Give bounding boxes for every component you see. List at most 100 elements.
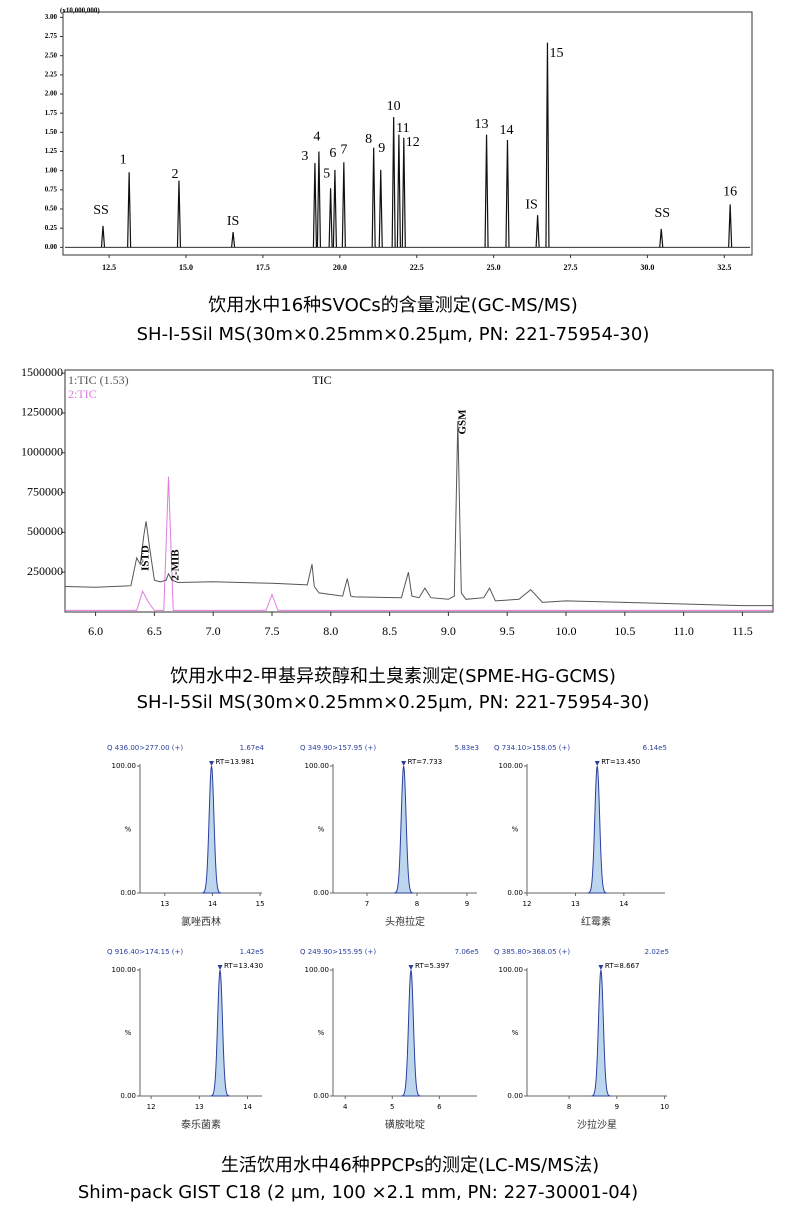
y-tick-label: 0.50: [45, 205, 58, 213]
caption-subtitle: SH-I-5Sil MS(30m×0.25mm×0.25µm, PN: 221-…: [137, 692, 650, 713]
y-tick-label: 100.00: [112, 966, 137, 974]
peak: [378, 169, 383, 248]
y-tick-label: 0.00: [120, 1092, 136, 1100]
annotation: GSM: [457, 409, 469, 435]
y-tick-label: 250000: [27, 564, 63, 578]
trace-intensity: 6.14e5: [643, 744, 667, 752]
peak-label: 7: [340, 142, 347, 157]
y-tick-label: 0.25: [45, 224, 58, 232]
x-tick-label: 20.0: [333, 263, 347, 272]
rt-marker: [217, 965, 223, 970]
x-tick-label: 17.5: [256, 263, 270, 272]
y-tick-label: 0.00: [507, 889, 523, 897]
rt-marker: [598, 965, 604, 970]
trace-header: Q 916.40>174.15 (+): [107, 948, 183, 956]
x-tick-label: 25.0: [487, 263, 501, 272]
peak: [396, 134, 401, 248]
y-axis-label: %: [512, 826, 519, 834]
x-tick-label: 14: [243, 1103, 252, 1111]
x-tick-label: 13: [571, 900, 580, 908]
x-tick-label: 9: [615, 1103, 619, 1111]
annotation: 2-MIB: [170, 549, 182, 581]
peak: [312, 163, 318, 248]
y-tick-label: 100.00: [305, 966, 330, 974]
compound-name: 沙拉沙星: [577, 1118, 617, 1131]
peak: [587, 765, 607, 894]
peak: [401, 969, 421, 1097]
y-axis-label: %: [125, 1029, 132, 1037]
plot-frame: [64, 369, 774, 613]
x-tick-label: 22.5: [410, 263, 424, 272]
peak: [332, 169, 338, 248]
y-tick-label: 0.75: [45, 185, 58, 193]
trace-intensity: 7.06e5: [455, 948, 479, 956]
trace-intensity: 2.02e5: [645, 948, 669, 956]
peak-label: SS: [93, 203, 109, 218]
peak: [176, 180, 182, 248]
peak: [341, 162, 346, 248]
peak-label: 14: [499, 123, 513, 138]
peak-label: 9: [378, 141, 385, 156]
x-tick-label: 10.0: [556, 624, 577, 638]
x-tick-label: 7.5: [264, 624, 279, 638]
x-tick-label: 14: [208, 900, 217, 908]
peak: [127, 172, 132, 248]
x-tick-label: 8: [415, 900, 419, 908]
peak: [659, 228, 664, 248]
peak-label: 5: [323, 167, 330, 182]
y-tick-label: 2.25: [45, 70, 58, 78]
y-tick-label: 1.25: [45, 147, 58, 155]
x-tick-label: 6.0: [88, 624, 103, 638]
y-unit-label: (x10,000,000): [60, 7, 100, 15]
y-tick-label: 100.00: [112, 762, 137, 770]
x-tick-label: 27.5: [564, 263, 578, 272]
caption-title: 饮用水中16种SVOCs的含量测定(GC-MS/MS): [208, 295, 577, 316]
peak: [371, 147, 376, 248]
x-tick-label: 9.0: [441, 624, 456, 638]
x-tick-label: 12.5: [102, 263, 116, 272]
peak: [728, 204, 733, 248]
y-tick-label: 1250000: [21, 405, 63, 419]
x-tick-label: 15: [256, 900, 265, 908]
peak-label: 16: [723, 185, 737, 200]
compound-name: 头孢拉定: [385, 915, 425, 928]
x-tick-label: 8.5: [382, 624, 397, 638]
rt-label: RT=13.981: [216, 758, 255, 766]
peak-label: 1: [120, 152, 127, 167]
peak: [230, 231, 236, 248]
rt-marker: [209, 761, 215, 766]
peak: [316, 151, 322, 248]
y-tick-label: 100.00: [499, 762, 524, 770]
annotation: ISTD: [140, 545, 152, 571]
x-tick-label: 11.5: [732, 624, 753, 638]
caption-subtitle: Shim-pack GIST C18 (2 µm, 100 ×2.1 mm, P…: [78, 1182, 638, 1203]
rt-marker: [594, 761, 600, 766]
y-tick-label: 0.00: [313, 889, 329, 897]
y-tick-label: 0.00: [507, 1092, 523, 1100]
x-tick-label: 7: [365, 900, 369, 908]
y-tick-label: 750000: [27, 484, 63, 498]
legend-entry: 1:TIC (1.53): [68, 373, 129, 387]
trace-header: Q 249.90>155.95 (+): [300, 948, 376, 956]
y-tick-label: 1.50: [45, 128, 58, 136]
x-tick-label: 30.0: [640, 263, 654, 272]
x-tick-label: 8.0: [323, 624, 338, 638]
y-tick-label: 2.00: [45, 90, 58, 98]
peak-label: SS: [654, 206, 670, 221]
peak-label: 4: [313, 130, 320, 145]
y-tick-label: 0.00: [313, 1092, 329, 1100]
compound-name: 红霉素: [581, 915, 611, 928]
peak-label: 10: [387, 99, 401, 114]
x-tick-label: 7.0: [206, 624, 221, 638]
trace-intensity: 1.42e5: [240, 948, 264, 956]
y-tick-label: 100.00: [499, 966, 524, 974]
x-tick-label: 13: [195, 1103, 204, 1111]
trace-intensity: 1.67e4: [240, 744, 265, 752]
rt-label: RT=13.450: [601, 758, 640, 766]
trace-header: Q 436.00>277.00 (+): [107, 744, 183, 752]
y-axis-label: %: [318, 1029, 325, 1037]
series-line: [65, 476, 773, 611]
trace-intensity: 5.83e3: [455, 744, 479, 752]
x-tick-label: 14: [619, 900, 628, 908]
y-tick-label: 3.00: [45, 13, 58, 21]
